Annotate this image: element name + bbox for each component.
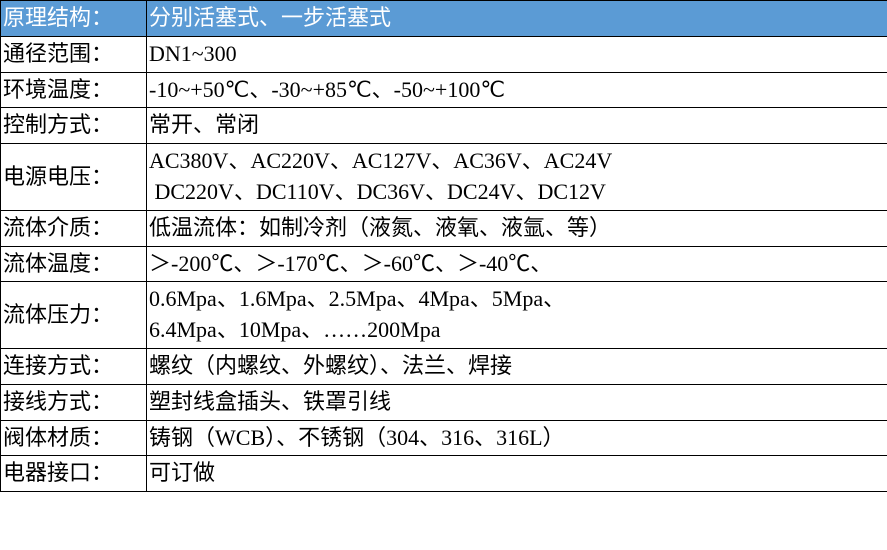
- row-label: 阀体材质：: [1, 420, 147, 456]
- row-value: 螺纹（内螺纹、外螺纹）、法兰、焊接: [147, 348, 887, 384]
- row-value: 塑封线盒插头、铁罩引线: [147, 384, 887, 420]
- table-row: 流体温度： ＞-200℃、＞-170℃、＞-60℃、＞-40℃、: [1, 246, 887, 282]
- row-label: 电器接口：: [1, 456, 147, 492]
- table-row: 阀体材质： 铸钢（WCB）、不锈钢（304、316、316L）: [1, 420, 887, 456]
- table-row: 控制方式： 常开、常闭: [1, 108, 887, 144]
- row-label: 原理结构：: [1, 1, 147, 37]
- table-row: 电源电压： AC380V、AC220V、AC127V、AC36V、AC24V D…: [1, 144, 887, 211]
- table-row: 电器接口： 可订做: [1, 456, 887, 492]
- row-value: 分别活塞式、一步活塞式: [147, 1, 887, 37]
- table-row: 环境温度： -10~+50℃、-30~+85℃、-50~+100℃: [1, 72, 887, 108]
- row-label: 流体介质：: [1, 210, 147, 246]
- row-value: AC380V、AC220V、AC127V、AC36V、AC24V DC220V、…: [147, 144, 887, 211]
- spec-table-body: 原理结构： 分别活塞式、一步活塞式 通径范围： DN1~300 环境温度： -1…: [1, 1, 887, 492]
- table-row: 流体压力： 0.6Mpa、1.6Mpa、2.5Mpa、4Mpa、5Mpa、 6.…: [1, 282, 887, 349]
- row-label: 电源电压：: [1, 144, 147, 211]
- row-value: 0.6Mpa、1.6Mpa、2.5Mpa、4Mpa、5Mpa、 6.4Mpa、1…: [147, 282, 887, 349]
- row-value: 可订做: [147, 456, 887, 492]
- table-row: 流体介质： 低温流体：如制冷剂（液氮、液氧、液氩、等）: [1, 210, 887, 246]
- row-label: 控制方式：: [1, 108, 147, 144]
- row-label: 接线方式：: [1, 384, 147, 420]
- row-label: 流体压力：: [1, 282, 147, 349]
- table-row: 原理结构： 分别活塞式、一步活塞式: [1, 1, 887, 37]
- row-label: 通径范围：: [1, 36, 147, 72]
- row-label: 流体温度：: [1, 246, 147, 282]
- row-value: ＞-200℃、＞-170℃、＞-60℃、＞-40℃、: [147, 246, 887, 282]
- row-label: 连接方式：: [1, 348, 147, 384]
- table-row: 通径范围： DN1~300: [1, 36, 887, 72]
- row-value: 常开、常闭: [147, 108, 887, 144]
- table-row: 接线方式： 塑封线盒插头、铁罩引线: [1, 384, 887, 420]
- row-value: -10~+50℃、-30~+85℃、-50~+100℃: [147, 72, 887, 108]
- row-value: DN1~300: [147, 36, 887, 72]
- row-value: 低温流体：如制冷剂（液氮、液氧、液氩、等）: [147, 210, 887, 246]
- spec-table: 原理结构： 分别活塞式、一步活塞式 通径范围： DN1~300 环境温度： -1…: [0, 0, 887, 492]
- table-row: 连接方式： 螺纹（内螺纹、外螺纹）、法兰、焊接: [1, 348, 887, 384]
- row-label: 环境温度：: [1, 72, 147, 108]
- row-value: 铸钢（WCB）、不锈钢（304、316、316L）: [147, 420, 887, 456]
